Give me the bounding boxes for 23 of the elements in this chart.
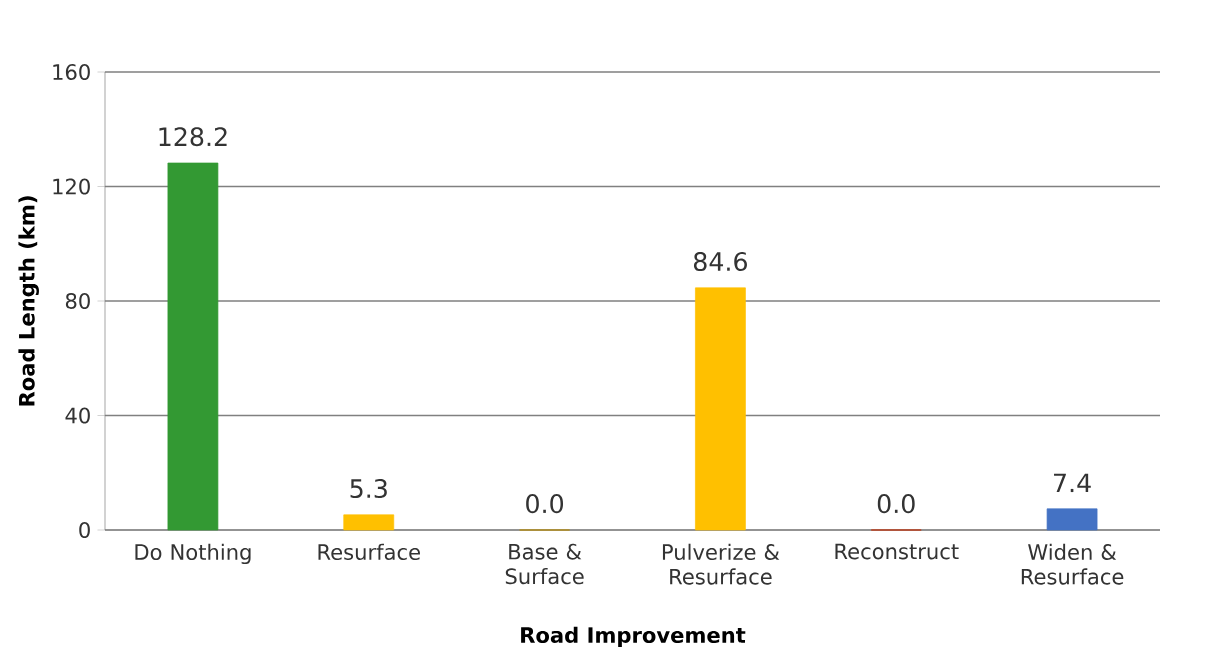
data-label: 128.2: [159, 127, 227, 147]
bar: [695, 287, 746, 531]
x-tick-label: Pulverize & Resurface: [662, 543, 780, 585]
x-tick-label: Widen & Resurface: [1021, 543, 1124, 585]
data-label: 5.3: [350, 478, 387, 499]
y-tick-label: 160: [53, 64, 90, 80]
bar: [343, 514, 395, 531]
x-tick-label: Base & Surface: [505, 543, 584, 585]
x-axis-title: Road Improvement: [521, 626, 746, 648]
x-tick-label: Do Nothing: [135, 543, 251, 565]
y-tick-label: 0: [79, 522, 90, 538]
data-label: 84.6: [693, 251, 747, 272]
x-tick-label: Reconstruct: [835, 543, 959, 560]
data-label: 0.0: [877, 494, 915, 514]
y-tick-label: 80: [65, 293, 90, 309]
data-label: 0.0: [526, 494, 564, 514]
y-tick-label: 120: [53, 178, 90, 195]
x-tick-label: Resurface: [318, 543, 420, 561]
y-tick-label: 40: [65, 407, 90, 424]
bar: [1046, 508, 1098, 531]
bar: [167, 162, 219, 531]
data-label: 7.4: [1054, 473, 1091, 493]
y-axis-title: Road Length (km): [18, 196, 39, 406]
